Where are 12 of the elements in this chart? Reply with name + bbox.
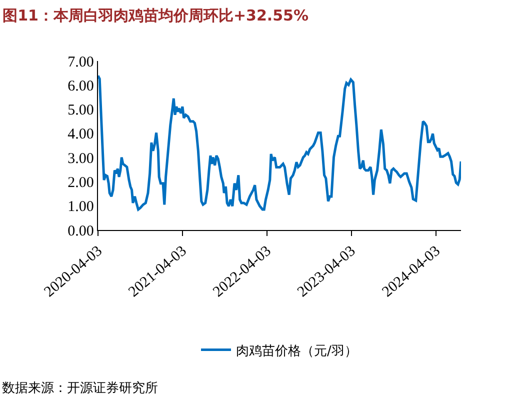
y-tick-label: 2.00: [68, 174, 94, 191]
y-tick-label: 6.00: [68, 78, 94, 94]
line-series: [98, 74, 461, 211]
chart-title: 图11：本周白羽肉鸡苗均价周环比+32.55%: [2, 6, 309, 24]
y-tick-label: 3.00: [68, 150, 94, 167]
y-tick-label: 7.00: [68, 54, 94, 70]
y-tick-label: 1.00: [68, 199, 94, 216]
source-note: 数据来源：开源证券研究所: [2, 381, 158, 396]
y-tick-label: 5.00: [68, 102, 94, 119]
legend-label: 肉鸡苗价格（元/羽）: [236, 344, 358, 359]
y-tick-label: 0.00: [68, 223, 94, 240]
y-tick-label: 4.00: [68, 126, 94, 143]
